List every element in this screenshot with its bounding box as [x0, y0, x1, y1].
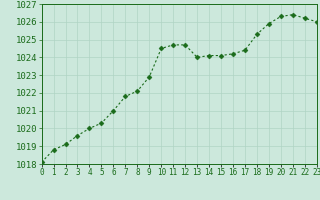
Text: Graphe pression niveau de la mer (hPa): Graphe pression niveau de la mer (hPa) — [41, 186, 279, 196]
